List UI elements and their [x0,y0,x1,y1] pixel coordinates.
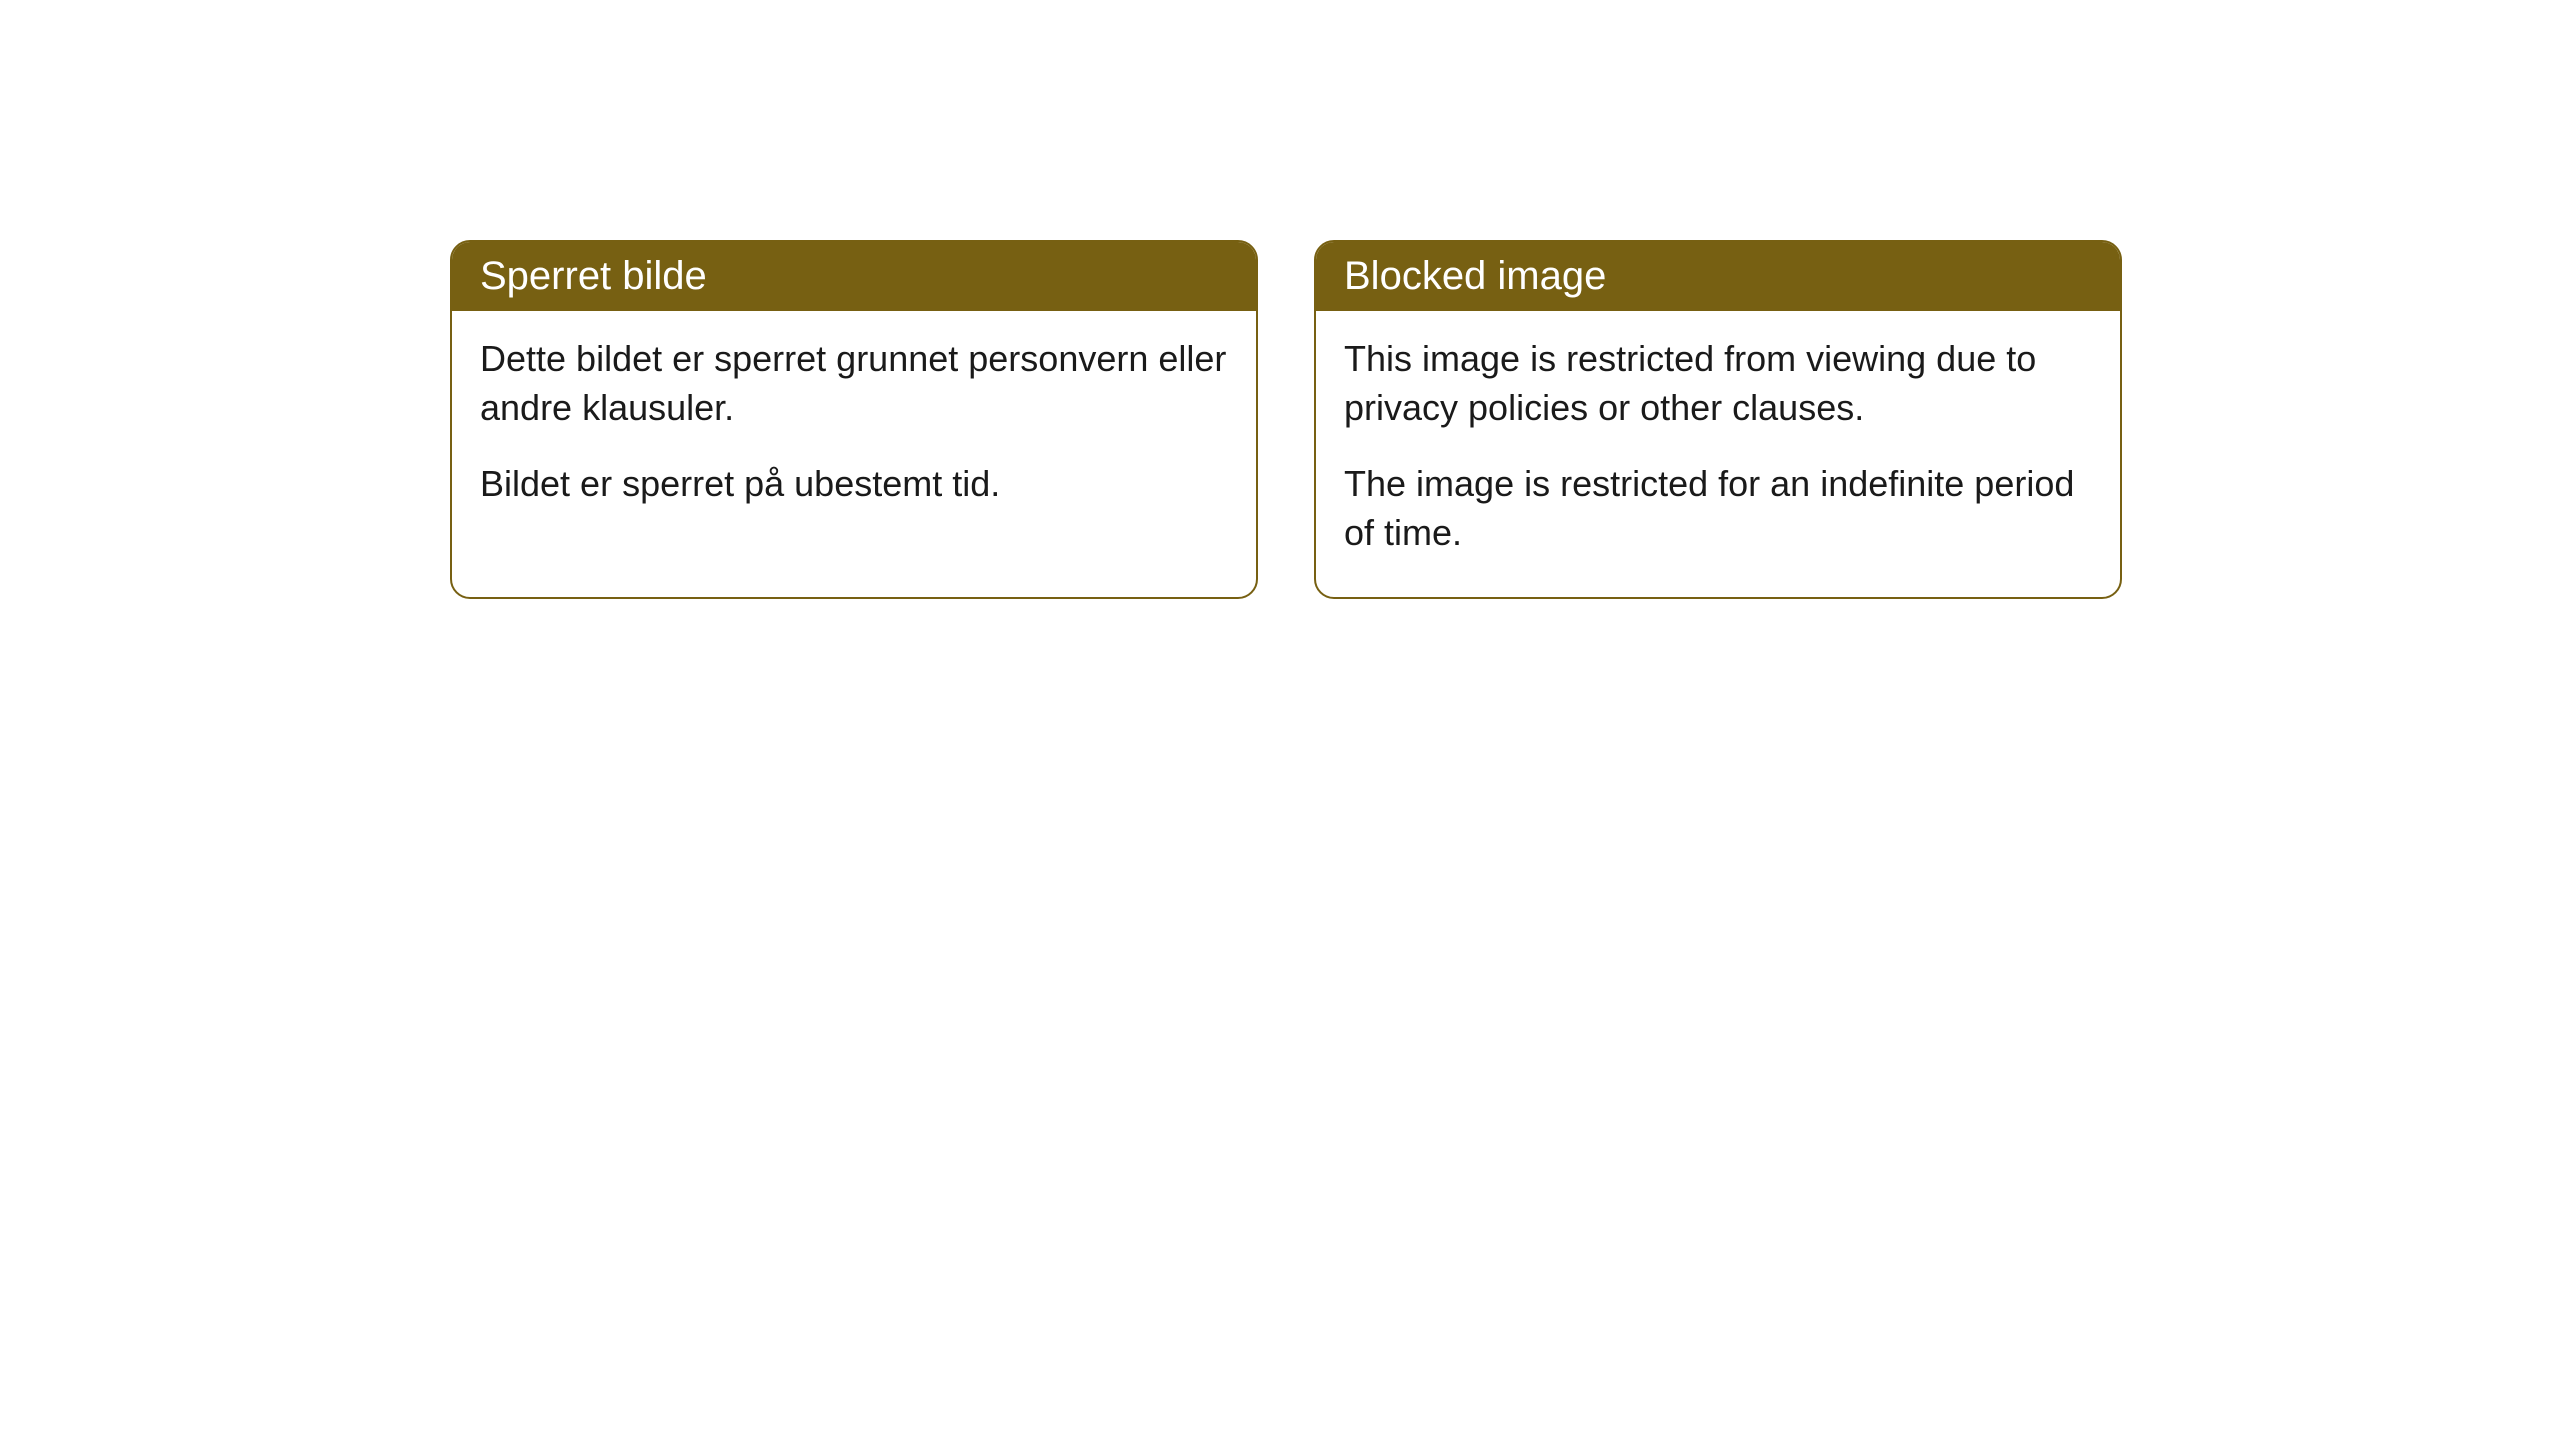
card-paragraph: The image is restricted for an indefinit… [1344,460,2092,557]
card-body: This image is restricted from viewing du… [1316,311,2120,597]
card-paragraph: Bildet er sperret på ubestemt tid. [480,460,1228,509]
notice-cards-container: Sperret bilde Dette bildet er sperret gr… [450,240,2122,599]
card-body: Dette bildet er sperret grunnet personve… [452,311,1256,549]
notice-card-english: Blocked image This image is restricted f… [1314,240,2122,599]
card-title: Blocked image [1344,254,1606,298]
card-header: Sperret bilde [452,242,1256,311]
card-header: Blocked image [1316,242,2120,311]
card-title: Sperret bilde [480,254,707,298]
card-paragraph: This image is restricted from viewing du… [1344,335,2092,432]
card-paragraph: Dette bildet er sperret grunnet personve… [480,335,1228,432]
notice-card-norwegian: Sperret bilde Dette bildet er sperret gr… [450,240,1258,599]
